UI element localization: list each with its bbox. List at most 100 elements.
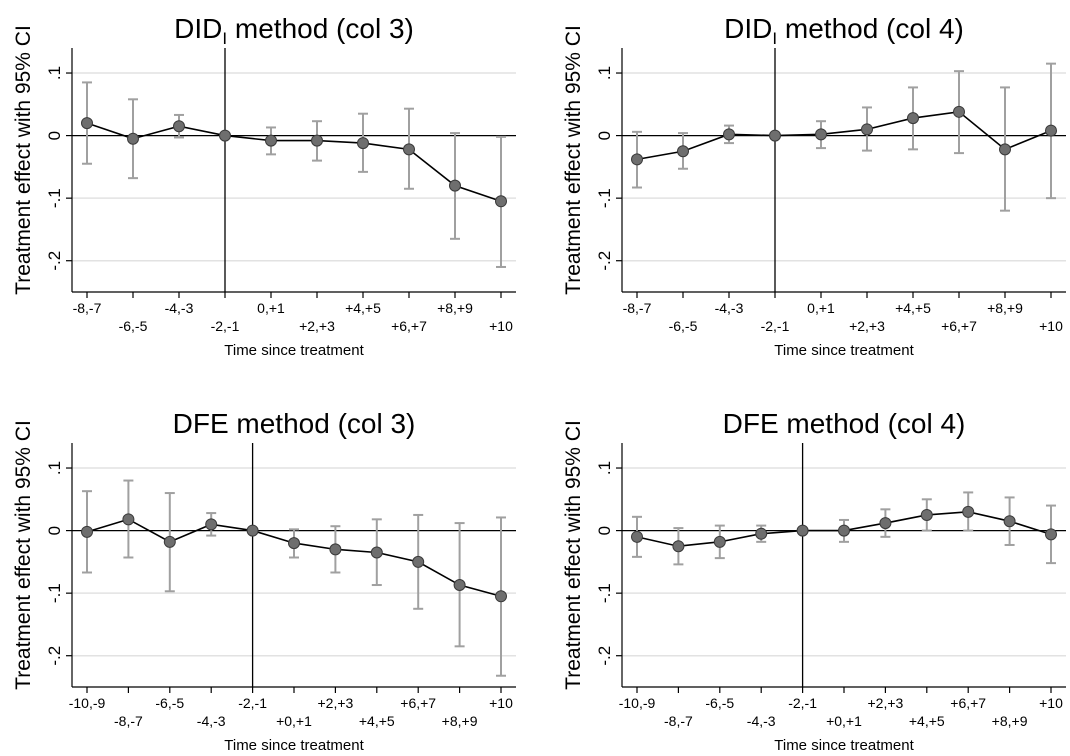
estimate-point — [907, 112, 919, 125]
x-tick-label: +2,+3 — [299, 318, 335, 334]
x-tick-label: -10,-9 — [619, 695, 656, 711]
chart-title: DFE method (col 3) — [173, 408, 416, 439]
estimate-point — [861, 123, 873, 136]
x-tick-label: +6,+7 — [391, 318, 427, 334]
x-axis-label: Time since treatment — [774, 342, 914, 359]
x-tick-label: -4,-3 — [715, 300, 744, 316]
x-tick-label: +10 — [489, 318, 513, 334]
x-tick-label: +8,+9 — [437, 300, 473, 316]
x-tick-label: +6,+7 — [950, 695, 986, 711]
chart-panel-1: .1 0 -.1 -.2 -8,-7 -6,-5 -4,-3 -2,-1 0,+1 +2,+3 +4… — [12, 13, 516, 359]
x-tick-label: +2,+3 — [317, 695, 353, 711]
estimate-point — [205, 518, 218, 531]
x-tick-label: -8,-7 — [664, 713, 693, 729]
x-tick-label: +4,+5 — [895, 300, 931, 316]
y-axis-label: Treatment effect with 95% CI — [562, 420, 585, 690]
x-tick-label: +0,+1 — [826, 713, 862, 729]
x-tick-label: -6,-5 — [705, 695, 734, 711]
x-tick-label: +2,+3 — [849, 318, 885, 334]
chart-title-main: DFE method (col 3) — [173, 408, 416, 439]
y-tick-label: -.1 — [45, 188, 64, 208]
estimate-point — [449, 179, 461, 192]
x-tick-label: 0,+1 — [807, 300, 835, 316]
y-axis-label: Treatment effect with 95% CI — [562, 25, 585, 295]
x-tick-label: -10,-9 — [69, 695, 106, 711]
x-tick-label: -6,-5 — [155, 695, 184, 711]
estimate-point — [453, 579, 466, 592]
estimate-point — [631, 530, 643, 543]
x-tick-label: +8,+9 — [987, 300, 1023, 316]
estimate-point — [838, 524, 850, 537]
x-tick-label: +4,+5 — [359, 713, 395, 729]
estimate-point — [81, 525, 93, 538]
y-tick-label: 0 — [45, 526, 64, 535]
x-tick-label: -2,-1 — [238, 695, 267, 711]
estimate-line — [86, 122, 502, 203]
estimate-point — [173, 120, 185, 133]
x-tick-label: -6,-5 — [119, 318, 148, 334]
estimate-point — [370, 546, 383, 559]
estimate-point — [1045, 124, 1057, 137]
estimate-point — [403, 143, 415, 156]
y-tick-label: 0 — [45, 131, 64, 140]
estimate-point — [879, 517, 892, 530]
estimate-point — [723, 128, 735, 141]
x-tick-label: +6,+7 — [400, 695, 436, 711]
x-tick-label: +10 — [1039, 695, 1063, 711]
estimate-point — [677, 145, 689, 158]
estimate-point — [815, 128, 827, 141]
estimate-point — [127, 132, 139, 145]
y-tick-label: -.2 — [595, 251, 614, 271]
estimate-point — [265, 134, 277, 147]
chart-title: DIDI method (col 3) — [174, 13, 414, 48]
x-tick-label: +10 — [489, 695, 513, 711]
y-tick-label: -.1 — [595, 583, 614, 603]
estimate-point — [1045, 528, 1057, 541]
x-tick-label: +10 — [1039, 318, 1063, 334]
chart-panel-2: .1 0 -.1 -.2 -8,-7 -6,-5 -4,-3 -2,-1 0,+1 +2,+3 +4… — [562, 13, 1066, 359]
x-tick-label: -8,-7 — [114, 713, 143, 729]
chart-panel-3: .1 0 -.1 -.2 -10,-9 -8,-7 -6,-5 -4,-3 -2,-1 +0,+1… — [12, 408, 516, 754]
x-tick-label: 0,+1 — [257, 300, 285, 316]
estimate-point — [81, 117, 93, 130]
chart-title-rest: method (col 3) — [227, 13, 414, 44]
y-tick-label: -.2 — [45, 251, 64, 271]
estimate-point — [122, 513, 135, 526]
y-tick-label: .1 — [595, 66, 614, 80]
y-tick-label: -.2 — [45, 646, 64, 666]
x-axis-label: Time since treatment — [224, 342, 364, 359]
y-tick-label: -.2 — [595, 646, 614, 666]
chart-title-rest: method (col 4) — [777, 13, 964, 44]
y-tick-label: .1 — [595, 461, 614, 475]
estimate-point — [962, 505, 975, 518]
estimate-point — [631, 153, 643, 166]
estimate-point — [163, 535, 176, 548]
y-tick-label: -.1 — [45, 583, 64, 603]
estimate-point — [920, 508, 933, 521]
chart-title-main: DFE method (col 4) — [723, 408, 966, 439]
x-tick-label: -2,-1 — [788, 695, 817, 711]
estimate-point — [329, 543, 342, 556]
estimate-point — [357, 137, 369, 150]
x-tick-label: -4,-3 — [747, 713, 776, 729]
chart-title-subscript: I — [772, 29, 777, 48]
x-tick-label: -4,-3 — [165, 300, 194, 316]
x-tick-label: +2,+3 — [867, 695, 903, 711]
y-tick-label: 0 — [595, 526, 614, 535]
chart-title: DIDI method (col 4) — [724, 13, 964, 48]
x-tick-label: +4,+5 — [909, 713, 945, 729]
x-tick-label: +8,+9 — [992, 713, 1028, 729]
estimate-point — [1003, 515, 1016, 528]
chart-title: DFE method (col 4) — [723, 408, 966, 439]
chart-title-main: DID — [174, 13, 222, 44]
chart-panel-4: .1 0 -.1 -.2 -10,-9 -8,-7 -6,-5 -4,-3 -2,-1 +0,+1… — [562, 408, 1066, 754]
x-tick-label: -6,-5 — [669, 318, 698, 334]
y-tick-label: .1 — [45, 461, 64, 475]
estimate-line — [636, 110, 1052, 161]
estimate-point — [495, 195, 507, 208]
estimate-point — [999, 143, 1011, 156]
estimate-point — [755, 527, 768, 540]
y-axis-label: Treatment effect with 95% CI — [12, 25, 35, 295]
estimate-point — [311, 134, 323, 147]
